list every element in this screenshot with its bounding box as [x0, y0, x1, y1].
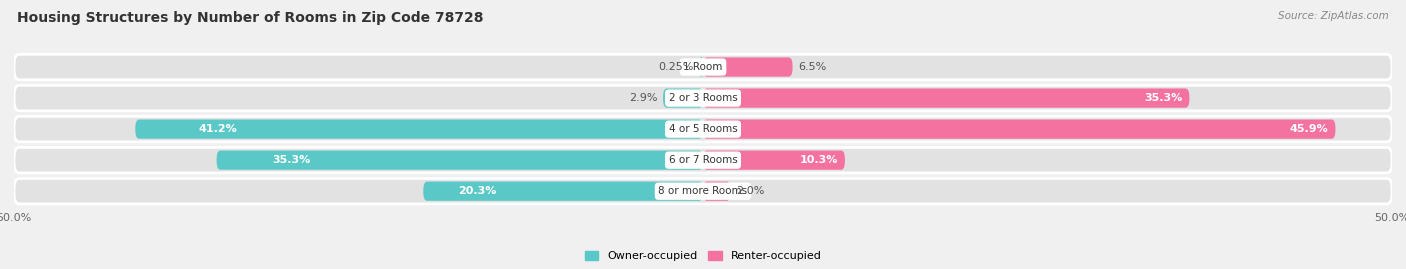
Legend: Owner-occupied, Renter-occupied: Owner-occupied, Renter-occupied: [581, 246, 825, 266]
Text: 20.3%: 20.3%: [458, 186, 496, 196]
FancyBboxPatch shape: [14, 54, 1392, 80]
FancyBboxPatch shape: [14, 85, 1392, 111]
Text: Housing Structures by Number of Rooms in Zip Code 78728: Housing Structures by Number of Rooms in…: [17, 11, 484, 25]
Text: 6 or 7 Rooms: 6 or 7 Rooms: [669, 155, 737, 165]
FancyBboxPatch shape: [14, 116, 1392, 142]
Text: 2 or 3 Rooms: 2 or 3 Rooms: [669, 93, 737, 103]
FancyBboxPatch shape: [14, 178, 1392, 204]
FancyBboxPatch shape: [703, 182, 731, 201]
Text: 35.3%: 35.3%: [1144, 93, 1182, 103]
Text: 1 Room: 1 Room: [683, 62, 723, 72]
Text: 45.9%: 45.9%: [1289, 124, 1329, 134]
FancyBboxPatch shape: [703, 89, 1189, 108]
FancyBboxPatch shape: [135, 119, 703, 139]
Text: 8 or more Rooms: 8 or more Rooms: [658, 186, 748, 196]
FancyBboxPatch shape: [423, 182, 703, 201]
FancyBboxPatch shape: [699, 57, 703, 77]
Text: Source: ZipAtlas.com: Source: ZipAtlas.com: [1278, 11, 1389, 21]
Text: 0.25%: 0.25%: [658, 62, 695, 72]
Text: 6.5%: 6.5%: [799, 62, 827, 72]
Text: 2.0%: 2.0%: [737, 186, 765, 196]
Text: 41.2%: 41.2%: [200, 124, 238, 134]
FancyBboxPatch shape: [703, 119, 1336, 139]
FancyBboxPatch shape: [664, 89, 703, 108]
Text: 4 or 5 Rooms: 4 or 5 Rooms: [669, 124, 737, 134]
Text: 35.3%: 35.3%: [273, 155, 311, 165]
FancyBboxPatch shape: [703, 57, 793, 77]
FancyBboxPatch shape: [703, 151, 845, 170]
Text: 10.3%: 10.3%: [800, 155, 838, 165]
FancyBboxPatch shape: [14, 147, 1392, 173]
Text: 2.9%: 2.9%: [628, 93, 658, 103]
FancyBboxPatch shape: [217, 151, 703, 170]
